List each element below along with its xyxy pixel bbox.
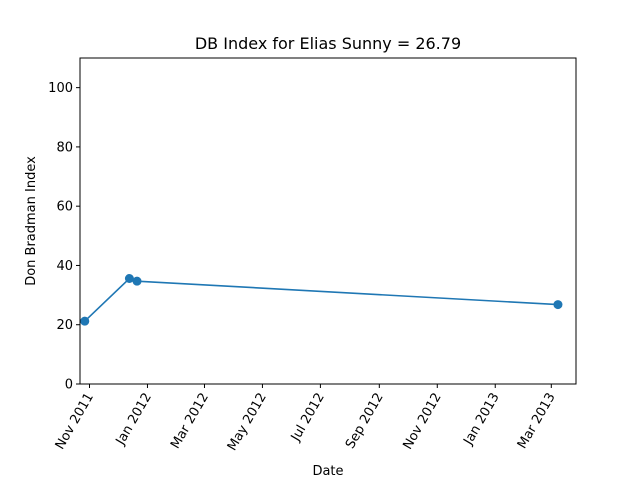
data-point bbox=[553, 300, 563, 310]
y-axis-ticks: 0 20 40 60 80 100 bbox=[48, 81, 80, 393]
chart-title: DB Index for Elias Sunny = 26.79 bbox=[195, 34, 461, 53]
y-tick-label: 100 bbox=[48, 81, 73, 96]
y-tick-label: 40 bbox=[56, 259, 73, 274]
plot-frame bbox=[79, 57, 577, 385]
x-axis-label: Date bbox=[312, 464, 343, 479]
data-point bbox=[132, 276, 142, 286]
y-tick-label: 20 bbox=[56, 318, 73, 333]
y-tick-label: 80 bbox=[56, 140, 73, 155]
data-point bbox=[124, 273, 134, 283]
y-tick-label: 0 bbox=[65, 378, 73, 393]
y-axis-label: Don Bradman Index bbox=[24, 156, 39, 286]
y-tick-label: 60 bbox=[56, 200, 73, 215]
data-point bbox=[80, 316, 90, 326]
plot-points bbox=[80, 273, 563, 326]
